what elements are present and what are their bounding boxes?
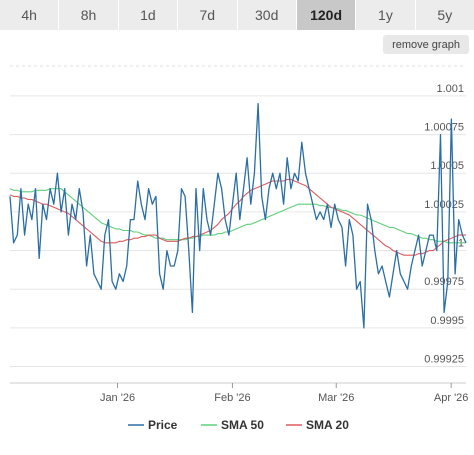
- x-tick-label: Mar '26: [318, 392, 354, 404]
- tab-4h[interactable]: 4h: [0, 0, 60, 30]
- tab-1d[interactable]: 1d: [118, 0, 179, 30]
- series-line-sma50: [9, 188, 466, 244]
- y-tick-label: 1.00025: [424, 199, 464, 211]
- y-tick-label: 1.0005: [430, 160, 464, 172]
- tab-5y[interactable]: 5y: [415, 0, 474, 30]
- tab-7d[interactable]: 7d: [178, 0, 238, 30]
- y-tick-label: 0.99925: [424, 354, 464, 366]
- tab-1y[interactable]: 1y: [356, 0, 416, 30]
- tab-30d[interactable]: 30d: [237, 0, 297, 30]
- y-tick-label: 1.001: [436, 83, 464, 95]
- legend-label-sma50: SMA 50: [221, 418, 264, 432]
- tab-8h[interactable]: 8h: [59, 0, 119, 30]
- x-tick-label: Jan '26: [100, 392, 135, 404]
- price-chart-svg: 1.0011.000751.00051.0002510.999750.99950…: [9, 65, 469, 432]
- y-tick-label: 0.9995: [430, 315, 464, 327]
- x-tick-label: Apr '26: [434, 392, 469, 404]
- tab-120d[interactable]: 120d: [296, 0, 357, 30]
- remove-graph-button[interactable]: remove graph: [383, 35, 469, 54]
- price-chart: 1.001 1.00075 1.0005 1.00025 1 0.99975 0.9995 0…: [0, 60, 474, 455]
- y-tick-label: 1: [458, 238, 464, 250]
- y-tick-label: 1.00075: [424, 122, 464, 134]
- legend-label-sma20: SMA 20: [306, 418, 349, 432]
- legend-label-price: Price: [148, 418, 178, 432]
- series-line-price: [9, 103, 467, 329]
- x-tick-label: Feb '26: [214, 392, 250, 404]
- timeframe-tabs: 4h 8h 1d 7d 30d 120d 1y 5y: [0, 0, 474, 30]
